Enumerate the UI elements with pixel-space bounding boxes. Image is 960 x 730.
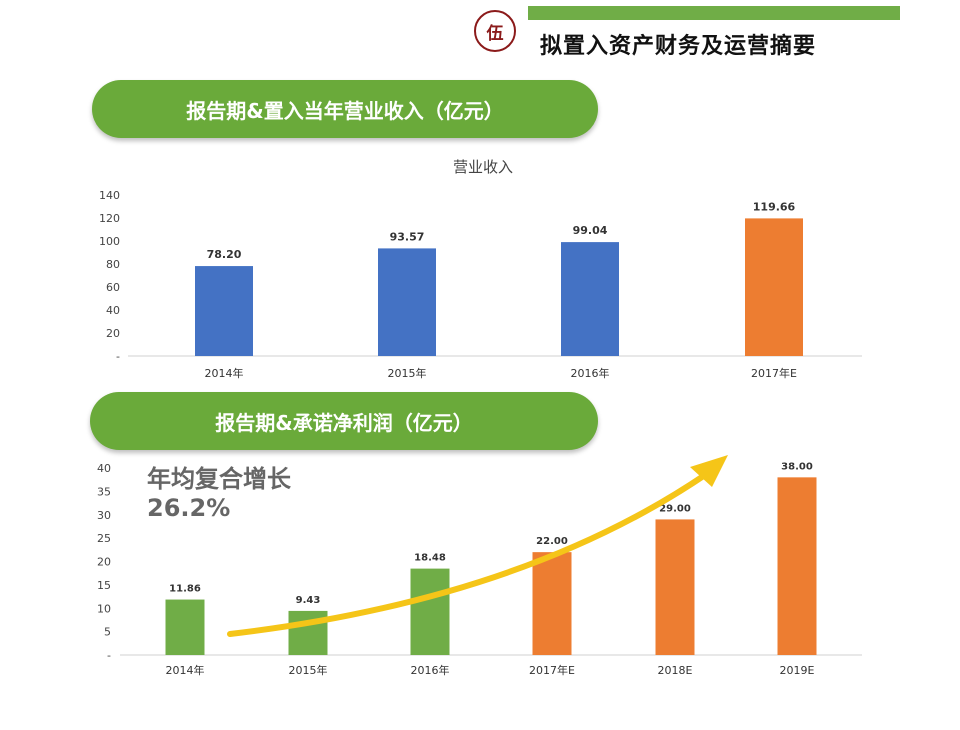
y-tick-label: 140 (99, 189, 120, 202)
bar (777, 477, 817, 655)
y-tick-label: 20 (97, 556, 111, 569)
revenue-section-title: 报告期&置入当年营业收入（亿元） (92, 80, 598, 138)
y-tick-label: 60 (106, 281, 120, 294)
chart-title: 营业收入 (453, 158, 513, 176)
bar (165, 599, 205, 655)
y-tick-label: 40 (97, 462, 111, 475)
y-tick-label: - (107, 649, 111, 662)
bar (378, 248, 436, 356)
y-tick-label: 30 (97, 509, 111, 522)
bar (532, 552, 572, 655)
data-label: 9.43 (296, 595, 321, 606)
y-tick-label: 5 (104, 626, 111, 639)
revenue-chart: 营业收入 - 20 40 60 80 100 120 140 78.20 2014年 93.57 201… (99, 158, 862, 380)
data-label: 38.00 (781, 461, 813, 472)
y-tick-label: 20 (106, 327, 120, 340)
data-label: 22.00 (536, 536, 568, 547)
section-number-badge: 伍 (474, 10, 516, 52)
data-label: 11.86 (169, 584, 201, 595)
category-label: 2014年 (166, 663, 205, 677)
profit-chart: - 5 10 15 20 25 30 35 40 11.86 2014年 9.43 2015年 18.48… (97, 455, 862, 677)
bar (561, 242, 619, 356)
bar (195, 266, 253, 356)
y-tick-label: 25 (97, 532, 111, 545)
y-tick-label: 40 (106, 304, 120, 317)
growth-arrow-curve (227, 472, 708, 637)
category-label: 2014年 (205, 366, 244, 380)
data-label: 99.04 (573, 224, 608, 237)
y-tick-label: 35 (97, 485, 111, 498)
y-tick-label: 120 (99, 212, 120, 225)
bar (410, 568, 450, 655)
category-label: 2016年 (411, 663, 450, 677)
data-label: 119.66 (753, 200, 796, 213)
header-accent-bar (528, 6, 900, 20)
profit-section-title: 报告期&承诺净利润（亿元） (90, 392, 598, 450)
cagr-label: 年均复合增长 (147, 465, 291, 493)
data-label: 78.20 (207, 248, 242, 261)
category-label: 2016年 (571, 366, 610, 380)
data-label: 18.48 (414, 553, 446, 564)
category-label: 2017年E (751, 366, 797, 380)
bar (655, 519, 695, 655)
y-tick-label: 80 (106, 258, 120, 271)
data-label: 29.00 (659, 503, 691, 514)
growth-arrow-head (690, 455, 728, 487)
y-tick-label: 10 (97, 602, 111, 615)
y-tick-label: 100 (99, 235, 120, 248)
data-label: 93.57 (390, 230, 425, 243)
category-label: 2015年 (289, 663, 328, 677)
page-title: 拟置入资产财务及运营摘要 (540, 34, 817, 59)
category-label: 2017年E (529, 663, 575, 677)
bar (745, 218, 803, 356)
y-tick-label: 15 (97, 579, 111, 592)
cagr-value: 26.2% (147, 494, 231, 522)
category-label: 2015年 (388, 366, 427, 380)
y-tick-label: - (116, 350, 120, 363)
category-label: 2018E (658, 664, 693, 677)
category-label: 2019E (780, 664, 815, 677)
